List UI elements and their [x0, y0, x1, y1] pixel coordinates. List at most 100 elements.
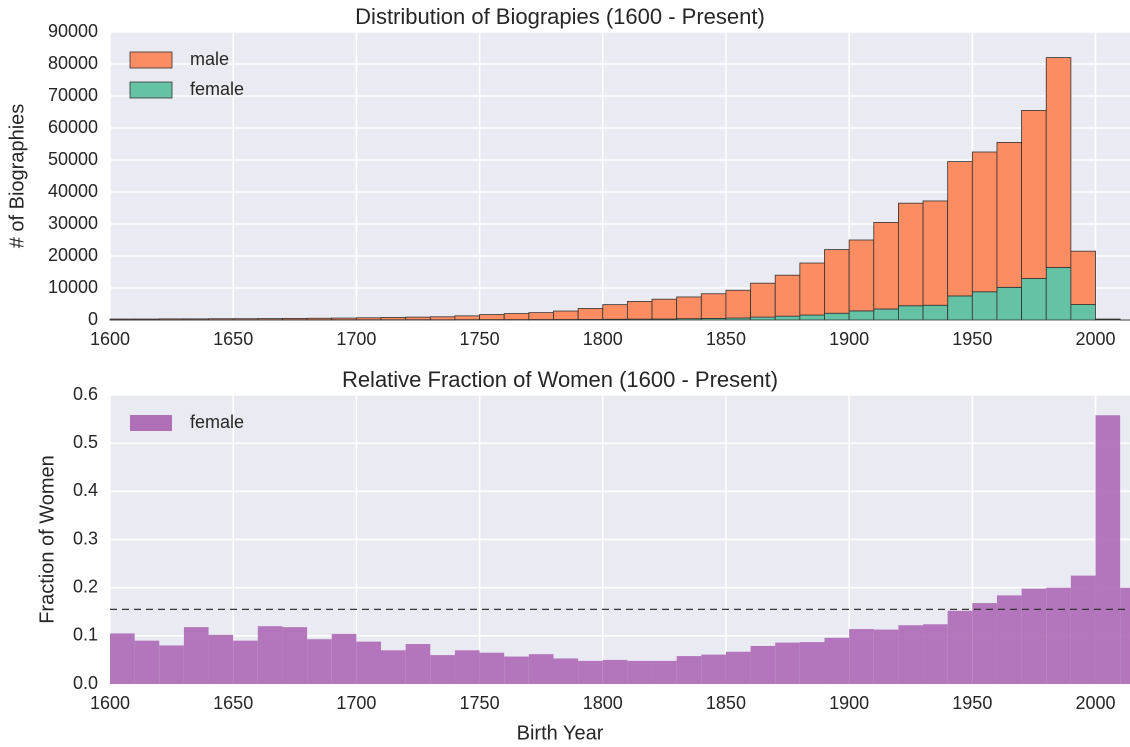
bar: [553, 658, 579, 684]
bar: [282, 317, 308, 321]
bar: [504, 656, 529, 684]
x-tick-label: 1600: [90, 329, 130, 349]
bar: [282, 627, 308, 684]
bar: [232, 318, 259, 321]
legend-swatch: [129, 51, 173, 69]
bar: [134, 640, 160, 684]
y-axis-label: Fraction of Women: [36, 455, 58, 624]
x-axis-label: Birth Year: [517, 722, 604, 744]
bar: [824, 312, 850, 321]
x-tick-label: 2000: [1075, 693, 1115, 713]
bar: [996, 595, 1022, 684]
bar: [923, 624, 948, 684]
y-tick-label: 10000: [48, 277, 98, 297]
bar: [848, 310, 875, 321]
x-tick-label: 1750: [460, 693, 500, 713]
bar: [947, 610, 973, 684]
y-tick-label: 0.4: [73, 480, 98, 500]
bar: [996, 286, 1022, 321]
x-tick-label: 1650: [213, 329, 253, 349]
bar: [971, 151, 998, 293]
y-tick-label: 30000: [48, 213, 98, 233]
bar: [898, 625, 924, 684]
bar: [898, 202, 924, 307]
bar: [454, 650, 480, 684]
bar: [1120, 587, 1130, 684]
bar: [848, 239, 875, 312]
x-tick-label: 1700: [336, 693, 376, 713]
legend-swatch: [129, 81, 173, 99]
bar: [824, 249, 850, 314]
bar: [1045, 267, 1072, 321]
bar: [257, 318, 283, 321]
bar: [159, 645, 184, 684]
x-tick-label: 1650: [213, 693, 253, 713]
bar: [528, 312, 554, 320]
legend-label: male: [190, 49, 229, 69]
y-tick-label: 0: [88, 309, 98, 329]
bar: [1046, 587, 1071, 684]
bar: [577, 308, 604, 320]
bar: [331, 633, 357, 684]
bar: [208, 318, 234, 321]
bar: [355, 317, 382, 321]
bar: [158, 318, 185, 321]
bar: [972, 603, 997, 684]
bar: [134, 318, 160, 321]
bar: [824, 637, 850, 684]
bar: [799, 314, 825, 321]
bar: [799, 642, 825, 684]
y-tick-label: 0.5: [73, 432, 98, 452]
bar: [700, 293, 727, 319]
y-tick-label: 70000: [48, 85, 98, 105]
bar: [676, 656, 702, 684]
bar: [1045, 57, 1072, 268]
bar: [454, 315, 480, 321]
bar: [922, 304, 949, 321]
bar: [429, 316, 456, 321]
bar: [578, 660, 603, 684]
bar: [947, 161, 973, 297]
bar: [750, 645, 776, 684]
bar: [183, 627, 209, 684]
bar: [307, 639, 332, 684]
x-tick-label: 1800: [583, 693, 623, 713]
bar: [996, 141, 1022, 288]
bar: [356, 641, 382, 684]
y-tick-label: 0.1: [73, 625, 98, 645]
x-tick-label: 1600: [90, 693, 130, 713]
bar: [306, 317, 333, 321]
x-tick-label: 1750: [460, 329, 500, 349]
bar: [503, 313, 530, 321]
bar: [257, 626, 283, 684]
bar: [208, 634, 234, 684]
x-tick-label: 1950: [952, 329, 992, 349]
y-tick-label: 90000: [48, 21, 98, 41]
y-tick-label: 80000: [48, 53, 98, 73]
bar: [110, 633, 135, 684]
bar: [381, 650, 406, 684]
legend-swatch: [130, 415, 172, 431]
bar: [971, 291, 998, 321]
bar: [1070, 250, 1096, 305]
bar: [528, 654, 554, 684]
bar: [602, 659, 628, 684]
bar: [849, 629, 874, 684]
chart-title: Distribution of Biograpies (1600 - Prese…: [355, 4, 765, 29]
bar: [331, 317, 357, 321]
chart-title: Relative Fraction of Women (1600 - Prese…: [342, 367, 778, 392]
bar: [405, 316, 431, 321]
bar: [775, 642, 800, 684]
bar: [652, 660, 677, 684]
bar: [750, 282, 776, 318]
x-tick-label: 1800: [583, 329, 623, 349]
bar: [479, 314, 505, 321]
bar: [774, 315, 801, 321]
bar: [1021, 588, 1047, 684]
x-tick-label: 1850: [706, 693, 746, 713]
y-axis-label: # of Biographies: [6, 104, 28, 249]
bar: [627, 660, 653, 684]
bar: [183, 318, 209, 321]
bar: [725, 289, 751, 319]
bar: [602, 304, 628, 320]
